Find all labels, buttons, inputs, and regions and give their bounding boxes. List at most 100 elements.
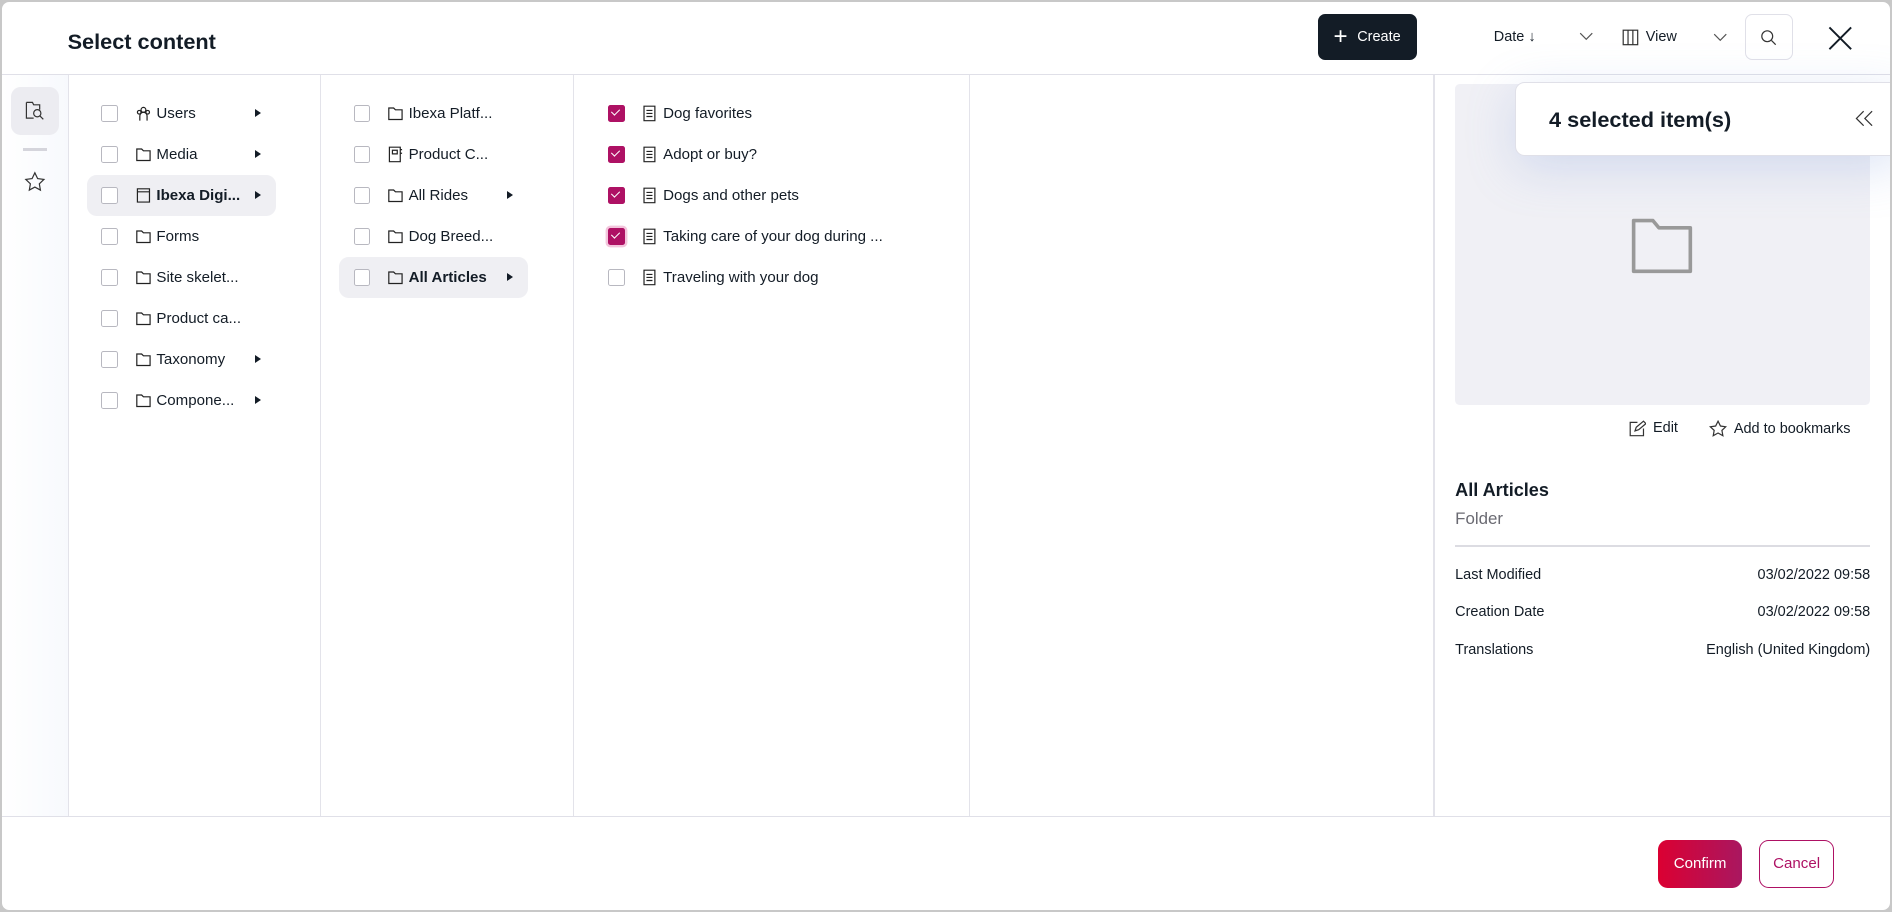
folder-icon bbox=[135, 394, 151, 408]
sort-dropdown[interactable]: Date ↓ bbox=[1494, 29, 1594, 45]
list-item[interactable]: Adopt or buy? bbox=[594, 134, 956, 175]
checkbox[interactable] bbox=[101, 105, 118, 122]
create-label: Create bbox=[1357, 29, 1401, 46]
folder-icon bbox=[135, 271, 151, 285]
chevron-double-left-icon[interactable] bbox=[1854, 110, 1873, 127]
checkbox[interactable] bbox=[608, 269, 625, 286]
caret-right-icon[interactable] bbox=[254, 354, 261, 363]
folder-icon bbox=[388, 271, 403, 285]
checkbox[interactable] bbox=[608, 105, 625, 122]
caret-right-icon[interactable] bbox=[254, 190, 261, 199]
checkbox[interactable] bbox=[608, 228, 625, 245]
column-divider bbox=[1433, 74, 1435, 816]
item-label: Traveling with your dog bbox=[663, 268, 819, 286]
list-item[interactable]: Dogs and other pets bbox=[594, 175, 956, 216]
star-icon[interactable] bbox=[24, 171, 46, 193]
checkbox[interactable] bbox=[608, 187, 625, 204]
list-item[interactable]: All Articles bbox=[339, 256, 529, 298]
article-icon bbox=[643, 228, 656, 245]
confirm-button[interactable]: Confirm bbox=[1657, 839, 1743, 889]
checkbox[interactable] bbox=[101, 269, 118, 286]
list-item[interactable]: Dog Breed... bbox=[339, 216, 528, 257]
checkbox[interactable] bbox=[353, 146, 370, 163]
checkbox[interactable] bbox=[101, 187, 118, 204]
list-item[interactable]: Taking care of your dog during ... bbox=[594, 216, 956, 257]
selected-items-panel: 4 selected item(s) bbox=[1515, 82, 1890, 157]
item-label: Forms bbox=[156, 227, 200, 245]
list-item[interactable]: Traveling with your dog bbox=[594, 257, 956, 298]
rail-divider bbox=[22, 148, 48, 151]
close-icon[interactable] bbox=[1827, 25, 1854, 52]
chevron-down-icon bbox=[1713, 33, 1727, 41]
page-title: Select content bbox=[67, 28, 216, 54]
item-label: Dog Breed... bbox=[408, 227, 494, 245]
landing-page-icon bbox=[136, 188, 150, 203]
browse-button[interactable] bbox=[10, 86, 60, 136]
meta-value: 03/02/2022 09:58 bbox=[1757, 567, 1871, 584]
columns-icon bbox=[1622, 29, 1638, 46]
list-item[interactable]: Taxonomy bbox=[87, 339, 276, 380]
checkbox[interactable] bbox=[101, 392, 118, 409]
checkbox[interactable] bbox=[101, 310, 118, 327]
item-label: Adopt or buy? bbox=[663, 145, 758, 163]
caret-right-icon[interactable] bbox=[254, 149, 261, 158]
view-label: View bbox=[1645, 29, 1677, 46]
folder-icon bbox=[388, 230, 403, 244]
checkbox[interactable] bbox=[353, 105, 370, 122]
chevron-down-icon bbox=[1579, 32, 1593, 41]
checkbox[interactable] bbox=[101, 146, 118, 163]
list-item[interactable]: All Rides bbox=[339, 175, 528, 216]
checkbox[interactable] bbox=[608, 146, 625, 163]
list-item[interactable]: Product ca... bbox=[87, 298, 276, 339]
list-item[interactable]: Ibexa Digi... bbox=[86, 174, 277, 216]
item-label: Taking care of your dog during ... bbox=[663, 227, 883, 245]
checkbox[interactable] bbox=[353, 228, 370, 245]
folder-icon bbox=[135, 312, 151, 326]
create-button[interactable]: + Create bbox=[1317, 14, 1417, 61]
edit-button[interactable]: Edit bbox=[1629, 420, 1678, 437]
item-label: Product C... bbox=[408, 145, 489, 163]
header-divider bbox=[2, 73, 1890, 75]
meta-value: English (United Kingdom) bbox=[1706, 641, 1871, 658]
caret-right-icon[interactable] bbox=[506, 272, 513, 281]
meta-label: Last Modified bbox=[1455, 567, 1542, 584]
footer-divider bbox=[2, 815, 1890, 817]
item-label: Dogs and other pets bbox=[663, 186, 799, 204]
folder-icon bbox=[135, 353, 151, 367]
checkbox[interactable] bbox=[353, 187, 370, 204]
caret-right-icon[interactable] bbox=[254, 108, 261, 117]
folder-icon bbox=[135, 148, 151, 162]
checkbox[interactable] bbox=[101, 228, 118, 245]
caret-right-icon[interactable] bbox=[254, 395, 261, 404]
list-item[interactable]: Product C... bbox=[339, 134, 528, 175]
list-item[interactable]: Users bbox=[87, 93, 276, 134]
caret-right-icon[interactable] bbox=[506, 190, 513, 199]
browse-icon bbox=[25, 101, 44, 120]
checkbox[interactable] bbox=[353, 269, 370, 286]
list-item[interactable]: Ibexa Platf... bbox=[339, 93, 528, 134]
edit-label: Edit bbox=[1653, 420, 1678, 437]
sort-label: Date ↓ bbox=[1493, 28, 1536, 45]
list-item[interactable]: Media bbox=[87, 134, 276, 175]
cancel-button[interactable]: Cancel bbox=[1759, 839, 1834, 889]
item-label: Compone... bbox=[156, 392, 235, 410]
details-type: Folder bbox=[1455, 509, 1503, 529]
folder-icon bbox=[388, 189, 403, 203]
article-icon bbox=[643, 146, 656, 163]
search-button[interactable] bbox=[1744, 14, 1793, 60]
item-label: Taxonomy bbox=[156, 351, 226, 369]
meta-label: Creation Date bbox=[1455, 604, 1545, 621]
meta-row: Translations English (United Kingdom) bbox=[1455, 642, 1870, 658]
view-dropdown[interactable]: View bbox=[1622, 29, 1728, 46]
list-item[interactable]: Site skelet... bbox=[87, 257, 276, 298]
list-item[interactable]: Forms bbox=[87, 216, 276, 257]
item-label: Ibexa Platf... bbox=[408, 104, 493, 122]
item-label: Product ca... bbox=[156, 310, 242, 328]
add-to-bookmarks-button[interactable]: Add to bookmarks bbox=[1708, 419, 1850, 438]
checkbox[interactable] bbox=[101, 351, 118, 368]
meta-value: 03/02/2022 09:58 bbox=[1757, 604, 1871, 621]
list-item[interactable]: Compone... bbox=[87, 380, 276, 421]
item-label: Site skelet... bbox=[156, 268, 239, 286]
list-item[interactable]: Dog favorites bbox=[594, 93, 956, 134]
